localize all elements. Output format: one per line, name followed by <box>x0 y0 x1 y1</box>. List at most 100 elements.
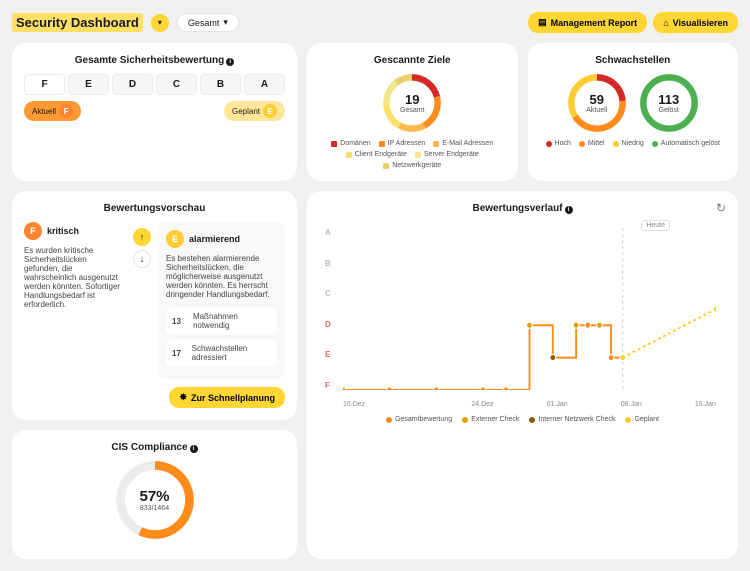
preview-right-text: Es bestehen alarmierende Sicherheitslück… <box>166 254 277 299</box>
quick-plan-wrap: ✸ Zur Schnellplanung <box>24 387 285 408</box>
info-icon[interactable]: i <box>565 206 573 214</box>
home-icon: ⌂ <box>663 18 668 28</box>
y-axis-label: B <box>325 259 331 268</box>
pin-icon: ✸ <box>179 392 187 403</box>
current-grade-pill: Aktuell F <box>24 101 81 121</box>
info-icon[interactable]: i <box>190 445 198 453</box>
planned-grade-pill: Geplant E <box>224 101 285 121</box>
funnel-icon[interactable]: ▾ <box>151 14 169 32</box>
action-item[interactable]: 17 Schwachstellen adressiert <box>166 339 277 367</box>
grade-cell-f[interactable]: F <box>24 74 65 95</box>
legend-item: Mittel <box>579 140 605 147</box>
preview-columns: F kritisch Es wurden kritische Sicherhei… <box>24 222 285 379</box>
grade-row: FEDCBA <box>24 74 285 95</box>
legend-label: Netzwerkgeräte <box>392 162 441 169</box>
legend-swatch <box>433 141 439 147</box>
cis-title-text: CIS Compliance <box>111 442 187 453</box>
header-right: ▤ Management Report ⌂ Visualisieren <box>528 12 738 33</box>
targets-sublabel: Gesamt <box>400 107 425 114</box>
legend-swatch <box>652 141 658 147</box>
history-title: Bewertungsverlaufi <box>319 203 726 214</box>
history-y-axis: ABCDEF <box>325 228 331 390</box>
legend-item: Externer Check <box>462 416 519 423</box>
action-label: Schwachstellen adressiert <box>192 344 271 362</box>
preview-right-grade-badge: E <box>166 230 184 248</box>
arrow-down-icon[interactable]: ↓ <box>133 250 151 268</box>
targets-card: Gescannte Ziele 19 Gesamt DomänenIP Adre… <box>307 43 518 181</box>
management-report-button[interactable]: ▤ Management Report <box>528 12 647 33</box>
preview-action-list: 13Maßnahmen notwendig 17 Schwachstellen ad… <box>166 307 277 367</box>
info-icon[interactable]: i <box>226 58 234 66</box>
legend-swatch <box>379 141 385 147</box>
legend-item: Server Endgeräte <box>415 151 479 158</box>
quick-plan-button[interactable]: ✸ Zur Schnellplanung <box>169 387 285 408</box>
legend-swatch <box>579 141 585 147</box>
legend-label: Geplant <box>634 416 659 423</box>
legend-item: Client Endgeräte <box>346 151 407 158</box>
preview-left-grade-badge: F <box>24 222 42 240</box>
dashboard-grid: Gesamte Sicherheitsbewertungi FEDCBA Akt… <box>12 43 738 559</box>
current-grade-pill-label: Aktuell <box>32 107 56 116</box>
grade-cell-d[interactable]: D <box>112 74 153 95</box>
visualize-label: Visualisieren <box>673 18 728 28</box>
preview-card: Bewertungsvorschau F kritisch Es wurden … <box>12 191 297 420</box>
vulns-donuts: 59 Aktuell 113 Gelöst <box>540 74 727 132</box>
rating-title: Gesamte Sicherheitsbewertungi <box>24 55 285 66</box>
arrow-up-icon[interactable]: ↑ <box>133 228 151 246</box>
legend-swatch <box>383 163 389 169</box>
legend-label: Client Endgeräte <box>355 151 407 158</box>
rating-card: Gesamte Sicherheitsbewertungi FEDCBA Akt… <box>12 43 297 181</box>
visualize-button[interactable]: ⌂ Visualisieren <box>653 12 738 33</box>
history-legend: GesamtbewertungExterner CheckInterner Ne… <box>319 416 726 423</box>
legend-label: E-Mail Adressen <box>442 140 493 147</box>
history-plot <box>343 228 716 390</box>
refresh-icon[interactable]: ↻ <box>716 201 726 215</box>
grade-cell-a[interactable]: A <box>244 74 285 95</box>
legend-swatch <box>331 141 337 147</box>
preview-left-text: Es wurden kritische Sicherheitslücken ge… <box>24 246 124 309</box>
targets-legend: DomänenIP AdressenE-Mail AdressenClient … <box>319 140 506 169</box>
grade-cell-b[interactable]: B <box>200 74 241 95</box>
x-axis-label: 24.Dez <box>471 401 493 408</box>
vulns-solved-donut: 113 Gelöst <box>640 74 698 132</box>
legend-label: Automatisch gelöst <box>661 140 720 147</box>
y-axis-label: E <box>325 350 331 359</box>
vulns-legend: HochMittelNiedrigAutomatisch gelöst <box>540 140 727 147</box>
grade-cell-e[interactable]: E <box>68 74 109 95</box>
cis-donut: 57% 833/1464 <box>116 461 194 539</box>
x-axis-label: 16.Jan <box>695 401 716 408</box>
grade-status-row: Aktuell F Geplant E <box>24 101 285 121</box>
vulns-current-donut: 59 Aktuell <box>568 74 626 132</box>
vulns-card: Schwachstellen 59 Aktuell 113 Gelöst Hoc… <box>528 43 739 181</box>
grade-cell-c[interactable]: C <box>156 74 197 95</box>
header-left: Security Dashboard ▾ Gesamt ▾ <box>12 13 239 32</box>
vulns-title: Schwachstellen <box>540 55 727 66</box>
legend-swatch <box>462 417 468 423</box>
vulns-current-value: 59 <box>590 92 604 107</box>
cis-fraction: 833/1464 <box>140 505 169 512</box>
quick-plan-label: Zur Schnellplanung <box>191 393 275 403</box>
action-item[interactable]: 13Maßnahmen notwendig <box>166 307 277 335</box>
legend-swatch <box>346 152 352 158</box>
chevron-down-icon: ▾ <box>223 17 228 28</box>
legend-label: Niedrig <box>622 140 644 147</box>
legend-label: Domänen <box>340 140 370 147</box>
action-count: 17 <box>172 349 186 358</box>
planned-grade-pill-label: Geplant <box>232 107 260 116</box>
preview-title: Bewertungsvorschau <box>24 203 285 214</box>
legend-swatch <box>529 417 535 423</box>
legend-label: Gesamtbewertung <box>395 416 452 423</box>
scope-dropdown[interactable]: Gesamt ▾ <box>177 13 239 32</box>
legend-swatch <box>386 417 392 423</box>
targets-donut: 19 Gesamt <box>383 74 441 132</box>
targets-title: Gescannte Ziele <box>319 55 506 66</box>
history-x-axis: 16.Dez24.Dez01.Jan08.Jan16.Jan <box>343 401 716 408</box>
legend-item: Geplant <box>625 416 659 423</box>
legend-label: Externer Check <box>471 416 519 423</box>
targets-donut-label: 19 Gesamt <box>383 74 441 132</box>
document-icon: ▤ <box>538 17 547 28</box>
history-card: Bewertungsverlaufi ↻ ABCDEF Heute 16.Dez… <box>307 191 738 559</box>
action-label: Maßnahmen notwendig <box>193 312 271 330</box>
preview-nav: ↑ ↓ <box>132 228 152 373</box>
management-report-label: Management Report <box>551 18 638 28</box>
